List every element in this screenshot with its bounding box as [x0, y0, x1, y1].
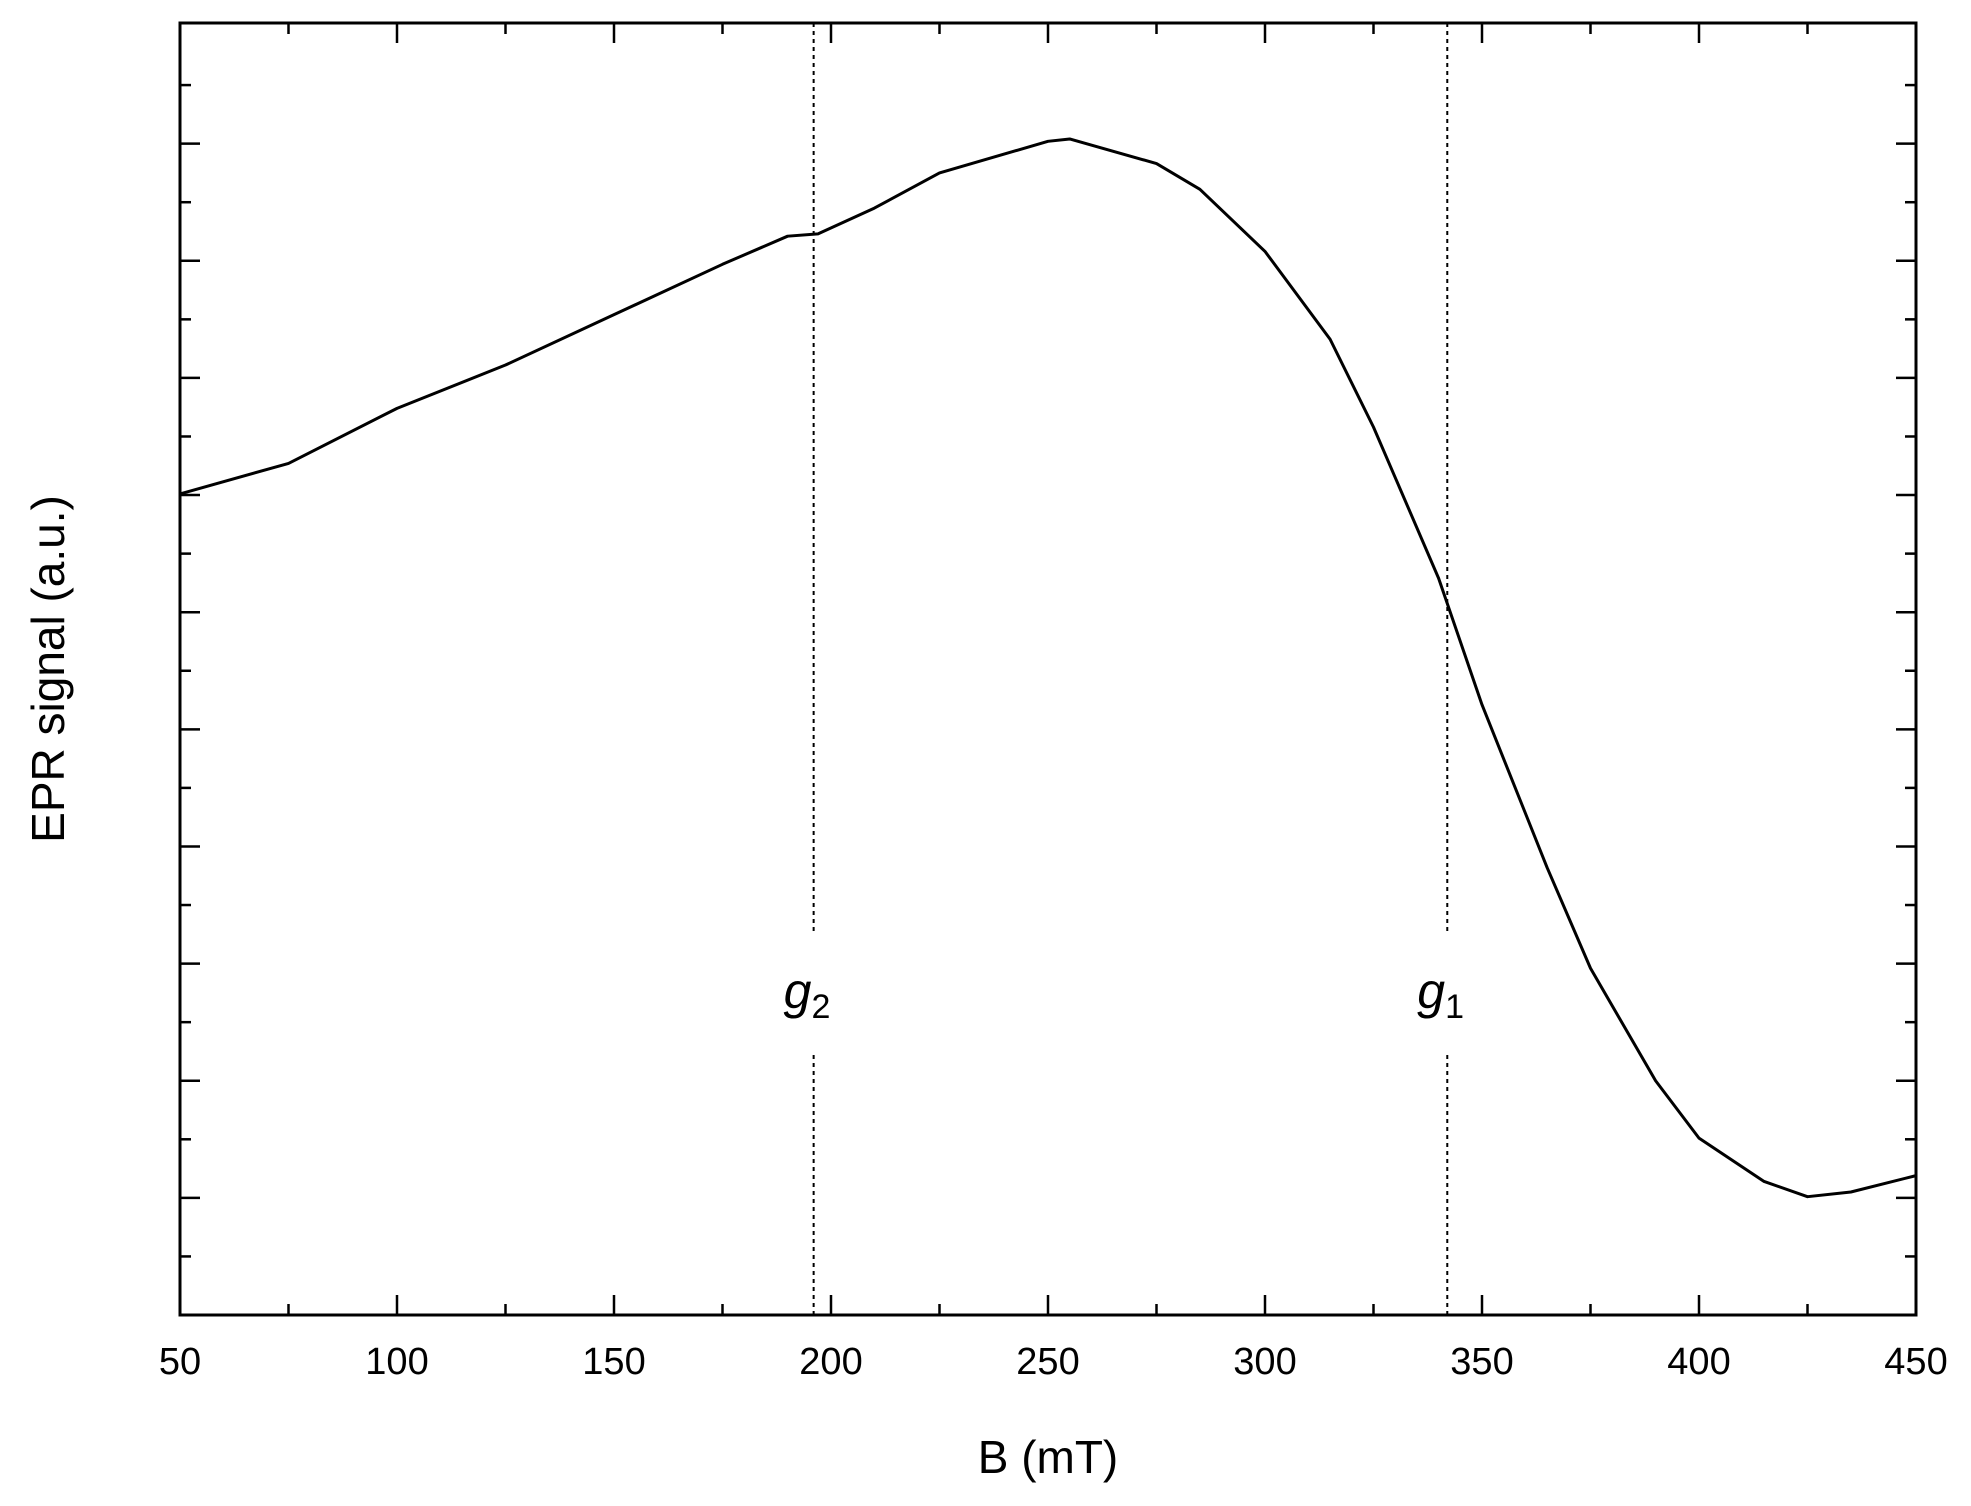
x-tick-label: 150 — [582, 1341, 645, 1383]
x-tick-label: 250 — [1016, 1341, 1079, 1383]
x-tick-label: 350 — [1450, 1341, 1513, 1383]
marker-subscript: 1 — [1445, 988, 1464, 1026]
marker-subscript: 2 — [811, 988, 830, 1026]
x-tick-label: 400 — [1667, 1341, 1730, 1383]
x-tick-label: 450 — [1884, 1341, 1947, 1383]
x-tick-label: 50 — [159, 1341, 201, 1383]
marker-symbol: g — [1417, 963, 1445, 1019]
marker-symbol: g — [784, 963, 812, 1019]
x-tick-label: 200 — [799, 1341, 862, 1383]
marker-label: g1 — [1417, 963, 1464, 1026]
x-tick-label: 300 — [1233, 1341, 1296, 1383]
y-axis-label: EPR signal (a.u.) — [22, 495, 74, 843]
x-axis-label: B (mT) — [978, 1431, 1119, 1483]
marker-label: g2 — [784, 963, 831, 1026]
data-line — [179, 137, 1917, 1199]
x-tick-label: 100 — [365, 1341, 428, 1383]
plot-frame — [178, 21, 1918, 1317]
